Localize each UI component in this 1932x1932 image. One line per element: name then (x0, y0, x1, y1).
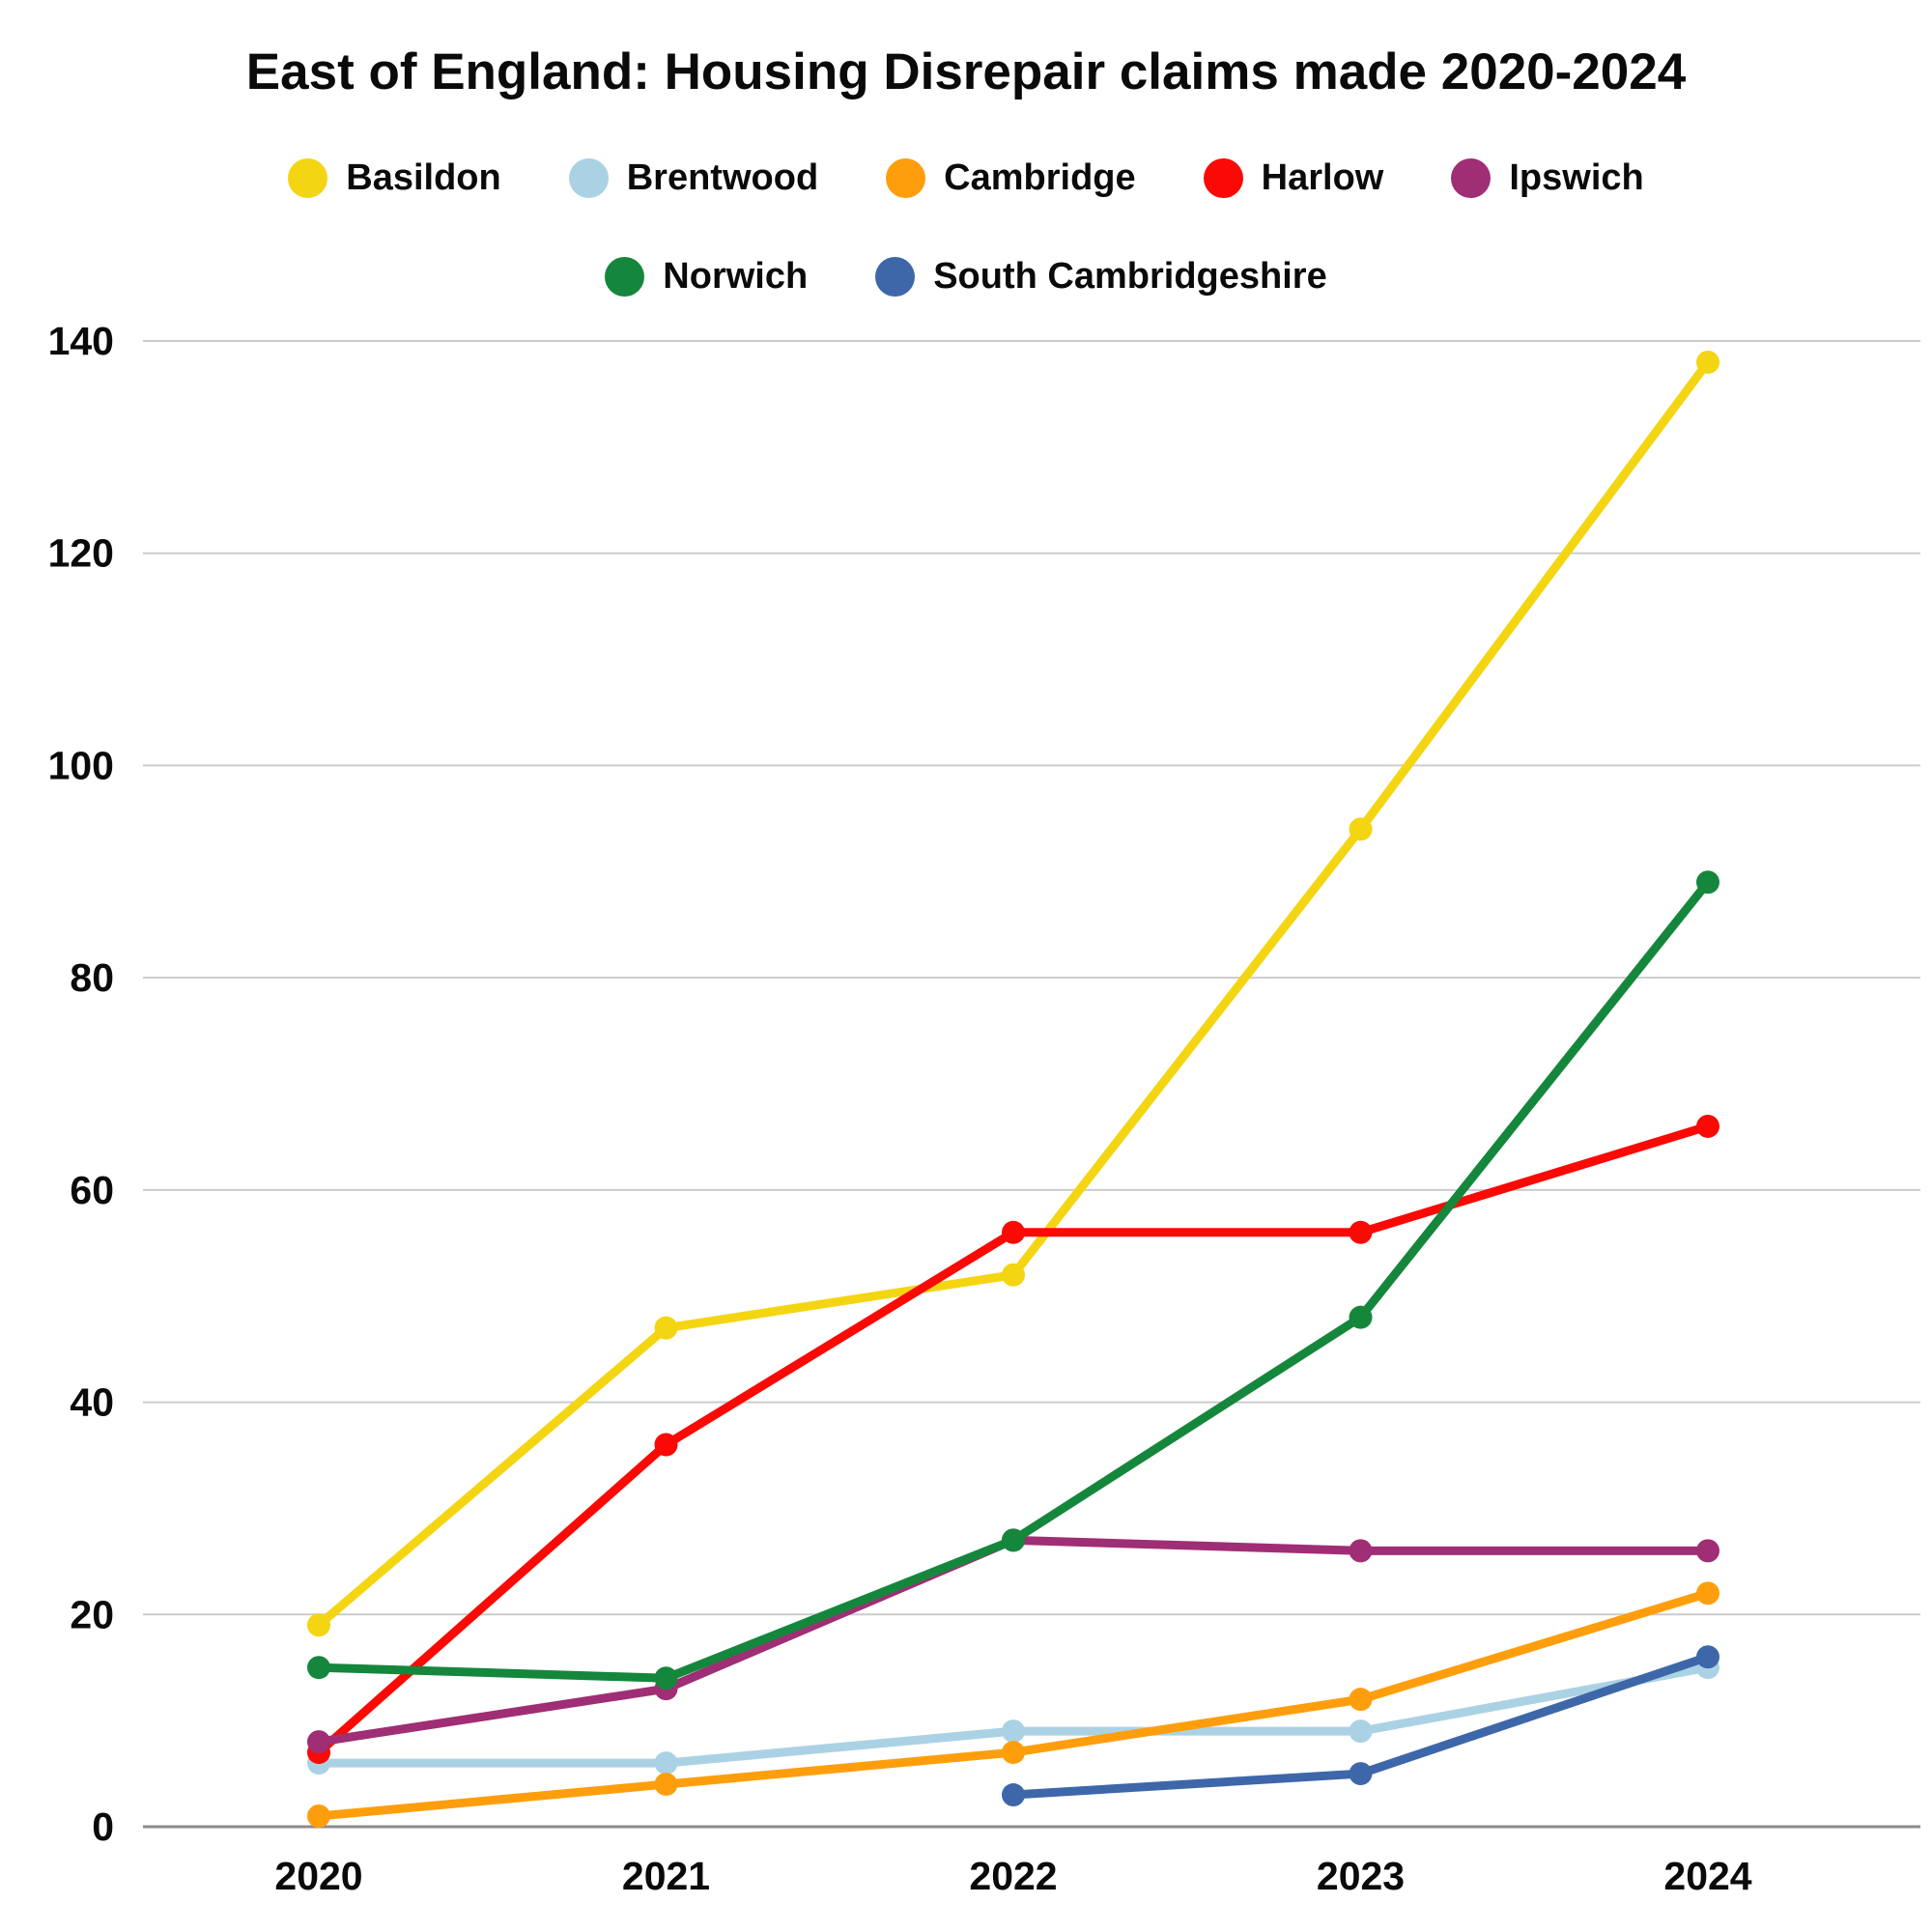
y-tick-label-40: 40 (70, 1380, 114, 1425)
data-point-brentwood-2021 (654, 1751, 678, 1776)
y-tick-label-0: 0 (92, 1804, 114, 1849)
data-point-harlow-2023 (1349, 1220, 1373, 1244)
legend-row-1: Basildon Brentwood Cambridge Harlow Ipswich (0, 157, 1932, 199)
data-point-norwich-2021 (654, 1666, 678, 1690)
data-point-cambridge-2024 (1696, 1581, 1719, 1605)
data-point-basildon-2024 (1696, 350, 1719, 374)
data-point-basildon-2020 (307, 1613, 330, 1637)
data-point-norwich-2023 (1349, 1305, 1373, 1329)
data-point-south-cambridgeshire-2023 (1349, 1762, 1373, 1786)
y-tick-label-80: 80 (70, 955, 114, 1000)
legend-label: Ipswich (1509, 157, 1644, 198)
legend-item-brentwood: Brentwood (568, 157, 819, 199)
data-point-ipswich-2020 (307, 1730, 330, 1754)
legend-label: Brentwood (626, 157, 819, 198)
data-point-norwich-2022 (1002, 1528, 1025, 1552)
legend-swatch-icon (605, 257, 645, 297)
x-tick-label-2024: 2024 (1663, 1854, 1751, 1898)
y-tick-label-100: 100 (48, 743, 114, 787)
data-point-cambridge-2022 (1002, 1741, 1025, 1765)
y-tick-label-20: 20 (70, 1592, 114, 1636)
legend-item-basildon: Basildon (288, 157, 501, 199)
data-point-basildon-2023 (1349, 817, 1373, 841)
legend-label: Cambridge (944, 157, 1136, 198)
legend-swatch-icon (886, 158, 926, 198)
legend-swatch-icon (1203, 158, 1243, 198)
data-point-norwich-2020 (307, 1656, 330, 1680)
legend-item-norwich: Norwich (605, 256, 808, 298)
data-point-brentwood-2023 (1349, 1719, 1373, 1744)
data-point-cambridge-2020 (307, 1804, 330, 1829)
x-tick-label-2021: 2021 (622, 1854, 710, 1898)
x-tick-label-2023: 2023 (1317, 1854, 1405, 1898)
series-line-basildon (314, 357, 1713, 1630)
legend-swatch-icon (288, 158, 328, 198)
data-point-harlow-2022 (1002, 1220, 1025, 1244)
data-point-south-cambridgeshire-2024 (1696, 1645, 1719, 1669)
legend-row-2: Norwich South Cambridgeshire (0, 256, 1932, 298)
legend-label: Basildon (346, 157, 501, 198)
legend-label: South Cambridgeshire (933, 256, 1327, 297)
data-point-brentwood-2022 (1002, 1719, 1025, 1744)
data-point-basildon-2022 (1002, 1263, 1025, 1287)
data-point-ipswich-2024 (1696, 1539, 1719, 1563)
x-tick-label-2022: 2022 (969, 1854, 1057, 1898)
legend-item-south-cambridgeshire: South Cambridgeshire (875, 256, 1327, 298)
data-point-south-cambridgeshire-2022 (1002, 1783, 1025, 1807)
legend-item-ipswich: Ipswich (1451, 157, 1644, 199)
y-tick-label-140: 140 (48, 319, 114, 363)
data-point-basildon-2021 (654, 1316, 678, 1340)
data-point-harlow-2024 (1696, 1114, 1719, 1138)
x-tick-label-2020: 2020 (274, 1854, 362, 1898)
data-point-cambridge-2023 (1349, 1688, 1373, 1712)
data-point-cambridge-2021 (654, 1773, 678, 1797)
y-tick-label-60: 60 (70, 1168, 114, 1212)
legend-swatch-icon (1451, 158, 1492, 198)
y-tick-label-120: 120 (48, 531, 114, 576)
legend-swatch-icon (568, 158, 609, 198)
data-point-norwich-2024 (1696, 870, 1719, 895)
legend-swatch-icon (875, 257, 916, 297)
legend-label: Norwich (663, 256, 809, 297)
legend-label: Harlow (1261, 157, 1384, 198)
legend-item-cambridge: Cambridge (886, 157, 1136, 199)
legend-item-harlow: Harlow (1203, 157, 1384, 199)
page-title: East of England: Housing Disrepair claim… (245, 43, 1687, 100)
data-point-ipswich-2023 (1349, 1539, 1373, 1563)
data-point-harlow-2021 (654, 1433, 678, 1457)
